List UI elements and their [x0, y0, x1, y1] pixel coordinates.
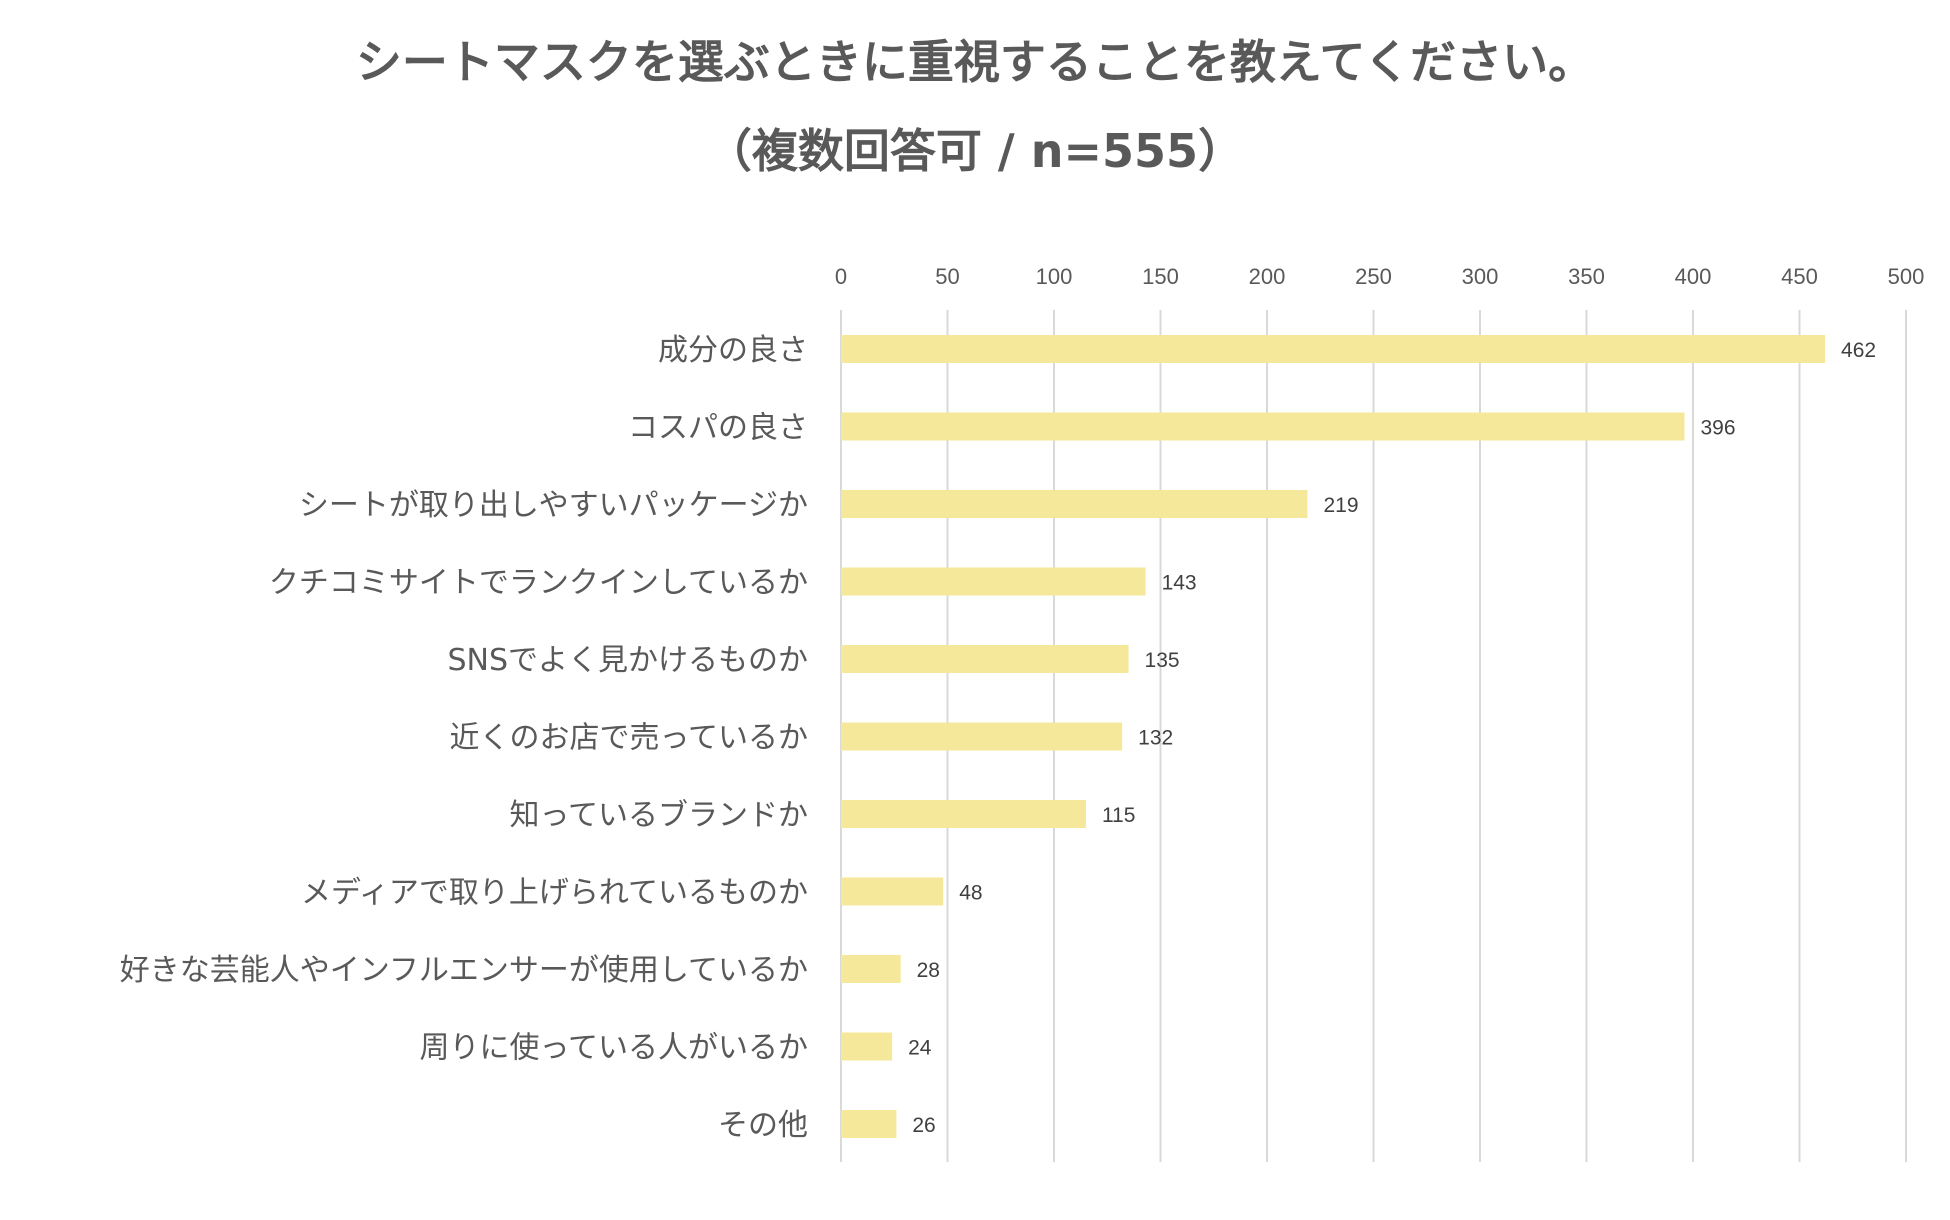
bar: [841, 722, 1123, 751]
data-label: 143: [1162, 572, 1197, 595]
bar: [841, 567, 1146, 596]
data-label: 115: [1102, 804, 1135, 827]
x-tick-label: 0: [835, 264, 847, 289]
data-label: 28: [917, 959, 940, 982]
data-label: 135: [1145, 649, 1180, 672]
category-label: 周りに使っている人がいるか: [420, 1031, 809, 1066]
x-tick-label: 300: [1462, 264, 1499, 289]
category-label: コスパの良さ: [628, 411, 808, 446]
gridlines: [840, 310, 1907, 1162]
bar: [841, 1032, 893, 1061]
bar: [841, 800, 1086, 828]
data-label: 219: [1323, 494, 1358, 517]
bar: [841, 645, 1129, 673]
category-label: メディアで取り上げられているものか: [301, 876, 808, 911]
data-label: 462: [1841, 339, 1876, 362]
data-labels: 462 396 219 143 135 132 115 48 28 24 26: [908, 339, 1876, 1137]
bar: [841, 877, 944, 906]
bar: [841, 490, 1308, 518]
data-label: 26: [912, 1114, 935, 1137]
category-label: 知っているブランドか: [510, 798, 809, 833]
bar: [841, 955, 901, 983]
chart-title: シートマスクを選ぶときに重視することを教えてください。: [356, 35, 1594, 89]
data-label: 48: [959, 882, 982, 905]
x-tick-label: 500: [1888, 264, 1925, 289]
category-label: 好きな芸能人やインフルエンサーが使用しているか: [120, 953, 808, 988]
category-label: その他: [718, 1108, 808, 1143]
category-label: SNSでよく見かけるものか: [447, 643, 808, 678]
bar: [841, 412, 1685, 441]
x-tick-label: 200: [1249, 264, 1286, 289]
x-tick-label: 450: [1781, 264, 1818, 289]
bars: [841, 335, 1826, 1138]
category-label: 成分の良さ: [658, 333, 808, 368]
x-tick-label: 400: [1675, 264, 1712, 289]
category-label: 近くのお店で売っているか: [450, 721, 809, 756]
category-labels: 成分の良さコスパの良さシートが取り出しやすいパッケージかクチコミサイトでランクイ…: [120, 333, 808, 1143]
x-tick-label: 100: [1036, 264, 1073, 289]
x-tick-label: 250: [1355, 264, 1392, 289]
x-tick-label: 50: [935, 264, 959, 289]
category-label: シートが取り出しやすいパッケージか: [299, 488, 808, 523]
data-label: 132: [1138, 727, 1173, 750]
x-tick-label: 150: [1142, 264, 1179, 289]
bar: [841, 335, 1826, 363]
chart-subtitle: （複数回答可 / n=555）: [706, 124, 1244, 178]
x-tick-label: 350: [1568, 264, 1605, 289]
x-axis-ticks: 0 50 100 150 200 250 300 350 400 450 500: [835, 264, 1924, 289]
data-label: 396: [1700, 417, 1735, 440]
bar: [841, 1110, 897, 1138]
category-label: クチコミサイトでランクインしているか: [269, 566, 808, 601]
data-label: 24: [908, 1037, 932, 1060]
